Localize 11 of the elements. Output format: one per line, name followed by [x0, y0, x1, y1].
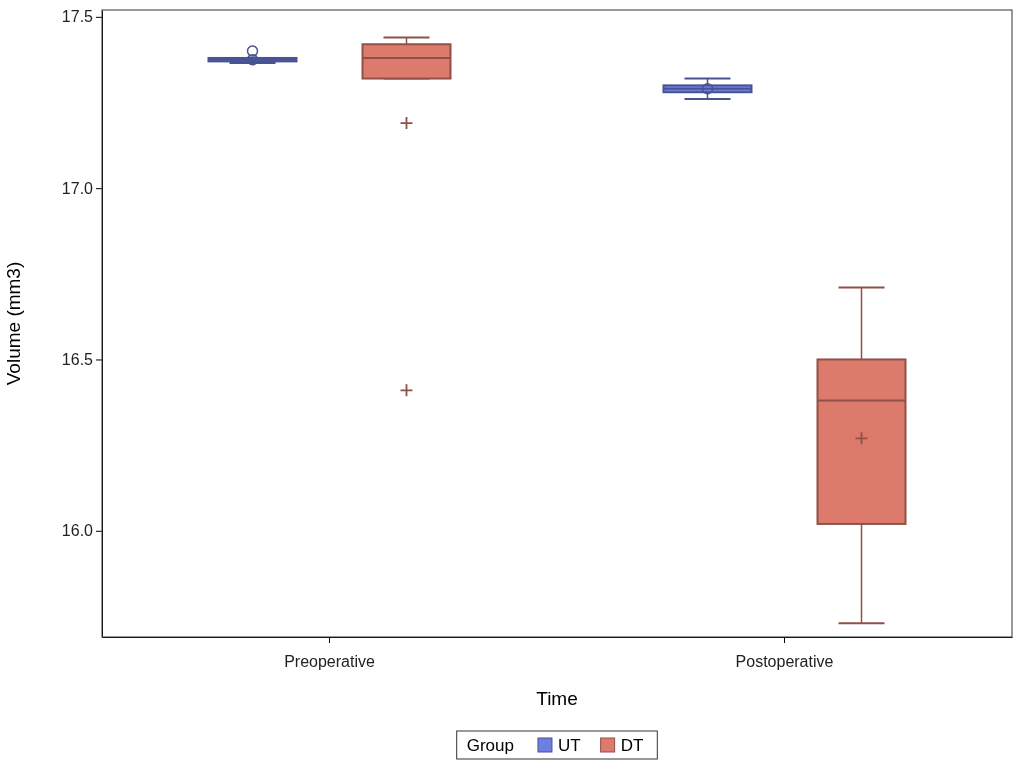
x-tick-label: Preoperative: [284, 652, 375, 670]
legend-label: DT: [620, 736, 644, 755]
x-axis-title: Time: [536, 688, 578, 709]
legend-title: Group: [466, 736, 514, 755]
y-tick-label: 17.0: [61, 179, 94, 197]
y-tick-label: 16.5: [61, 351, 94, 369]
y-axis-title: Volume (mm3): [3, 261, 24, 386]
legend-label: UT: [557, 736, 581, 755]
y-tick-label: 17.5: [61, 8, 94, 26]
x-tick-label: Postoperative: [735, 652, 834, 670]
y-tick-label: 16.0: [61, 522, 94, 540]
